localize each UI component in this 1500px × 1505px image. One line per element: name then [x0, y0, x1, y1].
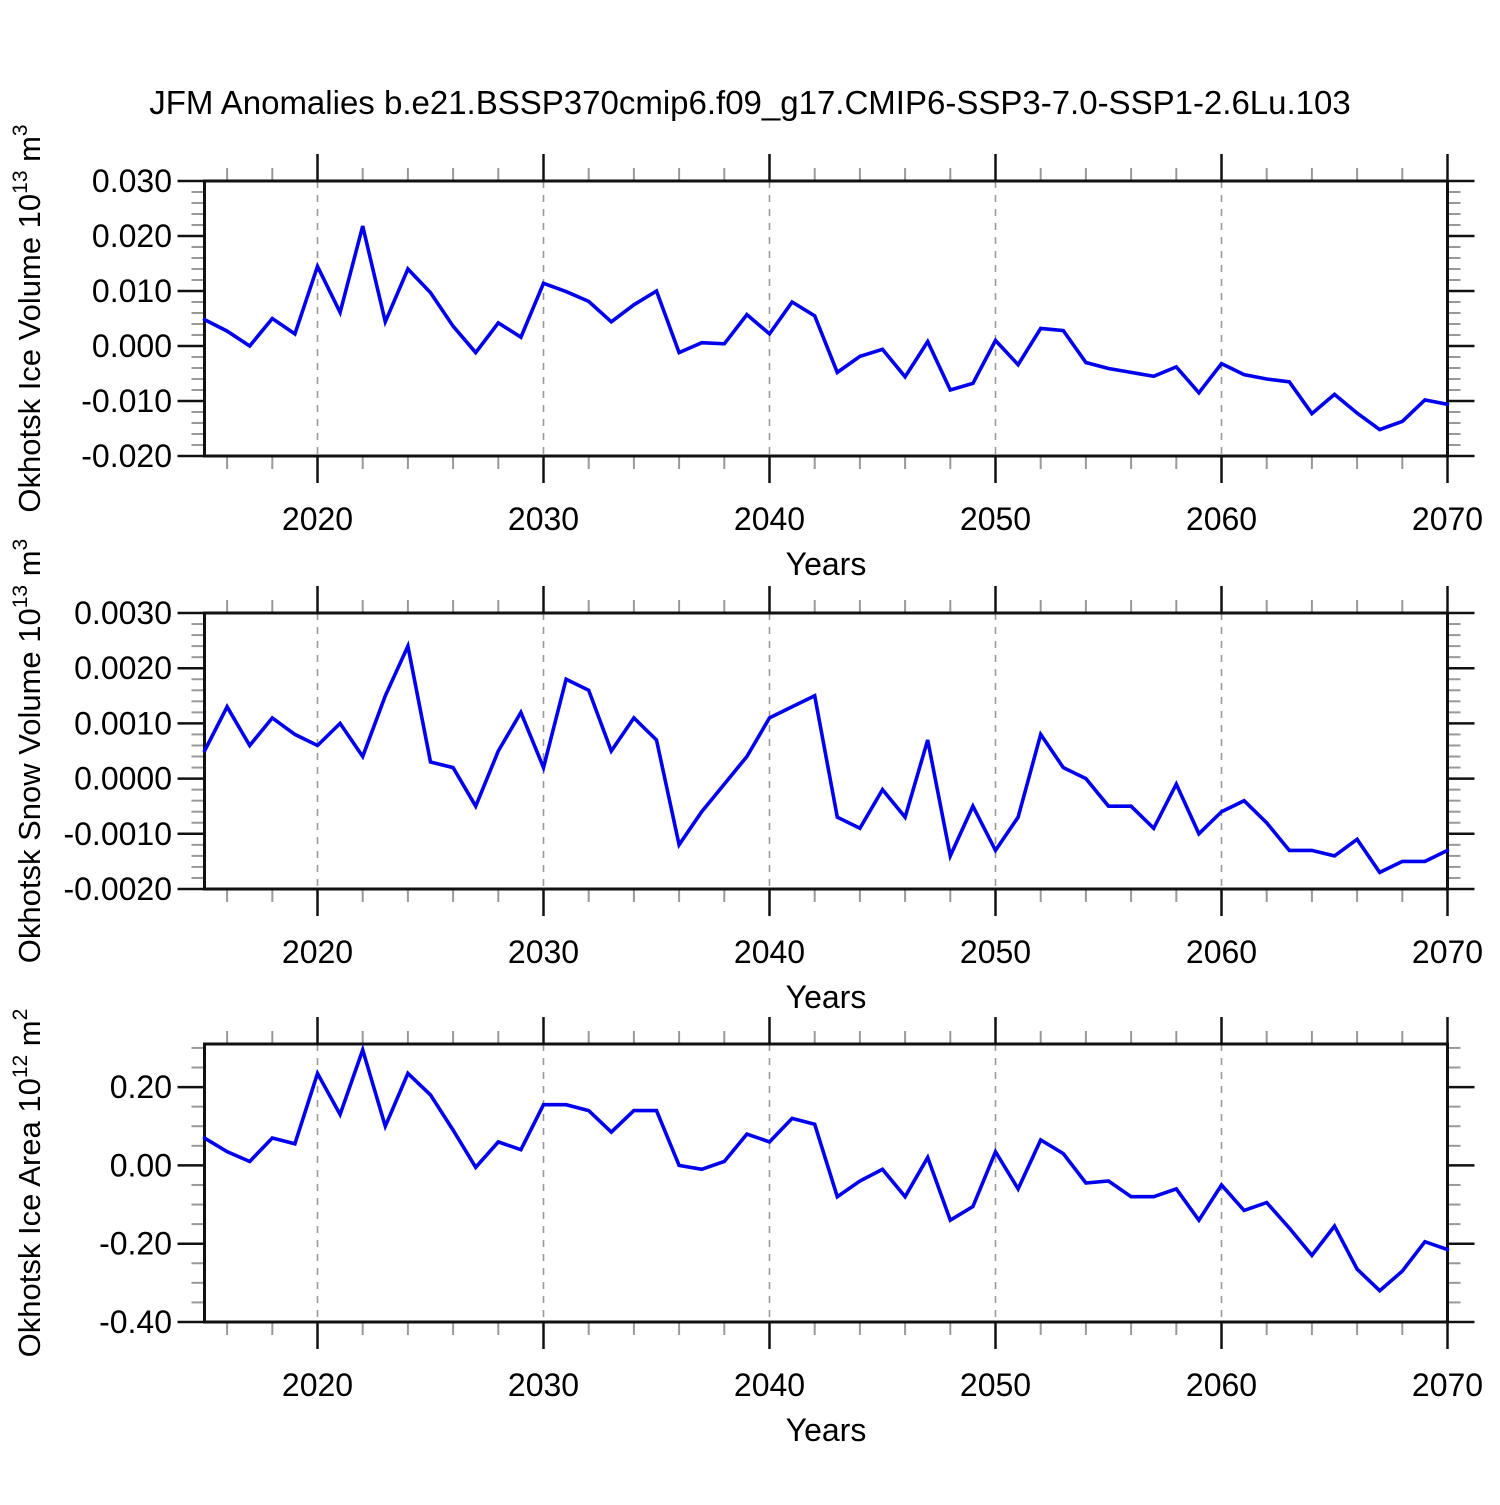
x-tick-label: 2030 — [508, 934, 579, 970]
x-axis-title: Years — [786, 1412, 867, 1448]
x-tick-label: 2060 — [1186, 501, 1257, 537]
x-tick-label: 2030 — [508, 1367, 579, 1403]
y-tick-label: 0.0010 — [74, 705, 172, 741]
x-tick-label: 2070 — [1412, 501, 1483, 537]
x-tick-label: 2030 — [508, 501, 579, 537]
figure-title: JFM Anomalies b.e21.BSSP370cmip6.f09_g17… — [149, 84, 1351, 121]
plot-frame — [203, 179, 1449, 458]
x-tick-label: 2050 — [960, 1367, 1031, 1403]
x-tick-label: 2060 — [1186, 1367, 1257, 1403]
y-axis-title: Okhotsk Snow Volume 1013 m3 — [9, 539, 47, 963]
y-tick-label: 0.00 — [110, 1147, 172, 1183]
y-tick-label: 0.000 — [92, 328, 172, 364]
x-tick-label: 2040 — [734, 934, 805, 970]
okhotsk-ice-area-line — [202, 1044, 1450, 1294]
y-tick-label: 0.020 — [92, 218, 172, 254]
x-axis-title: Years — [786, 979, 867, 1015]
y-tick-label: 0.20 — [110, 1069, 172, 1105]
y-tick-label: 0.0030 — [74, 595, 172, 631]
y-axis-title: Okhotsk Ice Volume 1013 m3 — [9, 124, 47, 512]
x-tick-label: 2040 — [734, 501, 805, 537]
panel-okhotsk-ice-volume: 2020 2030 2040 2050 2060 2070 0.030 0.020 0.010 0… — [9, 124, 1483, 582]
x-tick-label: 2060 — [1186, 934, 1257, 970]
x-tick-label: 2070 — [1412, 1367, 1483, 1403]
y-tick-label: -0.40 — [99, 1304, 172, 1340]
y-tick-label: -0.0020 — [63, 871, 172, 907]
plot-frame — [203, 1042, 1449, 1324]
okhotsk-snow-volume-line — [202, 640, 1450, 875]
y-tick-label: 0.030 — [92, 163, 172, 199]
y-tick-label: 0.0020 — [74, 650, 172, 686]
okhotsk-ice-volume-line — [202, 225, 1450, 432]
y-tick-label: 0.0000 — [74, 761, 172, 797]
y-tick-label: 0.010 — [92, 273, 172, 309]
x-tick-label: 2020 — [282, 934, 353, 970]
panel-okhotsk-ice-area: 2020 2030 2040 2050 2060 2070 0.20 0.00 -0.20 -0.… — [9, 1009, 1483, 1448]
x-tick-label: 2050 — [960, 501, 1031, 537]
y-tick-label: -0.020 — [81, 438, 172, 474]
y-tick-label: -0.010 — [81, 383, 172, 419]
x-tick-label: 2050 — [960, 934, 1031, 970]
x-axis-title: Years — [786, 546, 867, 582]
y-tick-label: -0.20 — [99, 1226, 172, 1262]
x-tick-label: 2070 — [1412, 934, 1483, 970]
y-tick-label: -0.0010 — [63, 816, 172, 852]
panel-okhotsk-snow-volume: 2020 2030 2040 2050 2060 2070 0.0030 0.0020 0.00… — [9, 539, 1483, 1015]
y-axis-title: Okhotsk Ice Area 1012 m2 — [9, 1009, 47, 1358]
x-tick-label: 2020 — [282, 1367, 353, 1403]
x-tick-label: 2020 — [282, 501, 353, 537]
x-tick-label: 2040 — [734, 1367, 805, 1403]
